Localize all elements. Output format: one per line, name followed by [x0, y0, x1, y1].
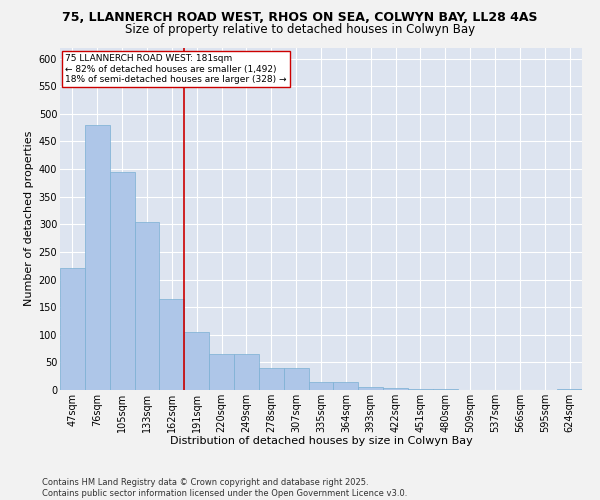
- Bar: [358, 387, 383, 390]
- Bar: [383, 388, 408, 390]
- Bar: [259, 368, 284, 390]
- Bar: [184, 332, 209, 390]
- Text: 75 LLANNERCH ROAD WEST: 181sqm
← 82% of detached houses are smaller (1,492)
18% : 75 LLANNERCH ROAD WEST: 181sqm ← 82% of …: [65, 54, 287, 84]
- Text: Size of property relative to detached houses in Colwyn Bay: Size of property relative to detached ho…: [125, 22, 475, 36]
- Bar: [110, 172, 134, 390]
- Bar: [234, 354, 259, 390]
- Bar: [308, 382, 334, 390]
- Bar: [334, 382, 358, 390]
- Text: Contains HM Land Registry data © Crown copyright and database right 2025.
Contai: Contains HM Land Registry data © Crown c…: [42, 478, 407, 498]
- Y-axis label: Number of detached properties: Number of detached properties: [25, 131, 34, 306]
- Bar: [284, 368, 308, 390]
- Bar: [60, 268, 85, 390]
- Bar: [160, 299, 184, 390]
- X-axis label: Distribution of detached houses by size in Colwyn Bay: Distribution of detached houses by size …: [170, 436, 472, 446]
- Bar: [85, 125, 110, 390]
- Bar: [134, 222, 160, 390]
- Text: 75, LLANNERCH ROAD WEST, RHOS ON SEA, COLWYN BAY, LL28 4AS: 75, LLANNERCH ROAD WEST, RHOS ON SEA, CO…: [62, 11, 538, 24]
- Bar: [209, 354, 234, 390]
